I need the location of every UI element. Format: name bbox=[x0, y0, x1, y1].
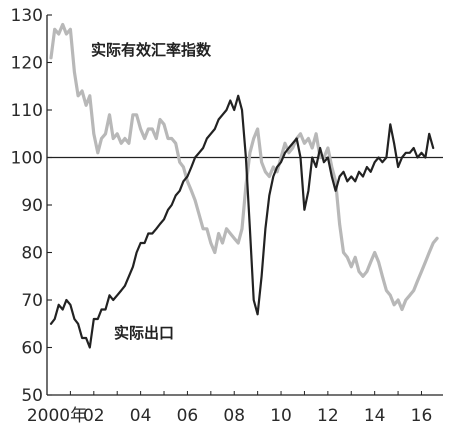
series-label-real-exports: 实际出口 bbox=[114, 324, 174, 342]
x-tick-label: 02 bbox=[83, 406, 105, 426]
y-tick-label: 120 bbox=[11, 54, 43, 74]
series-line-real-effective-exchange-rate bbox=[49, 22, 439, 312]
x-tick-label: 04 bbox=[130, 406, 152, 426]
series-label-real-effective-exchange-rate: 实际有效汇率指数 bbox=[91, 41, 212, 59]
x-tick-label: 12 bbox=[317, 406, 339, 426]
y-tick-label: 90 bbox=[21, 196, 43, 216]
y-tick-label: 60 bbox=[21, 339, 43, 359]
y-tick-label: 80 bbox=[21, 244, 43, 264]
x-axis-ticks bbox=[46, 391, 422, 395]
series-line-real-exports bbox=[49, 94, 435, 349]
plot-area bbox=[47, 22, 443, 349]
y-tick-label: 50 bbox=[21, 386, 43, 406]
x-tick-label: 06 bbox=[177, 406, 199, 426]
y-tick-label: 130 bbox=[11, 6, 43, 26]
y-tick-label: 70 bbox=[21, 291, 43, 311]
y-axis-ticks bbox=[47, 14, 52, 396]
y-axis-tick-labels: 50 60 70 80 90 100 110 120 130 bbox=[11, 6, 43, 406]
y-tick-label: 100 bbox=[11, 149, 43, 169]
y-tick-label: 110 bbox=[11, 101, 43, 121]
x-tick-label: 14 bbox=[364, 406, 386, 426]
x-tick-label: 10 bbox=[270, 406, 292, 426]
axes bbox=[46, 14, 443, 396]
x-tick-label: 2000年 bbox=[27, 406, 87, 426]
x-tick-label: 08 bbox=[223, 406, 245, 426]
x-tick-label: 16 bbox=[411, 406, 433, 426]
